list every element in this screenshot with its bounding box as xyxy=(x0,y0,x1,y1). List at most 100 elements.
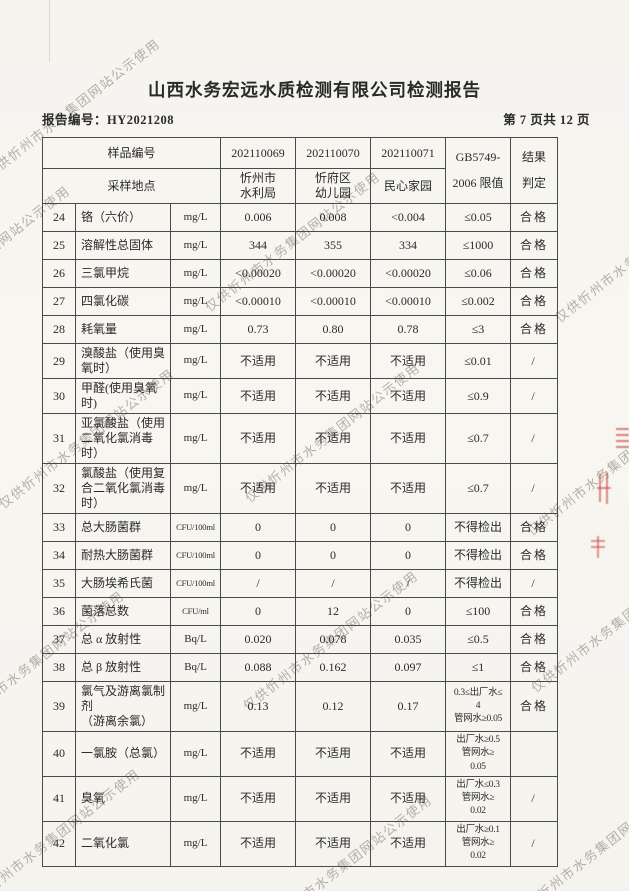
results-table-body: 24 铬（六价） mg/L 0.006 0.008 <0.004 ≤0.05 合… xyxy=(42,203,559,867)
sample2-value-cell: 355 xyxy=(295,231,372,260)
table-row: 29 溴酸盐（使用臭氧时） mg/L 不适用 不适用 不适用 ≤0.01 / xyxy=(42,343,559,379)
parameter-name-cell: 臭氧 xyxy=(75,775,171,822)
sample3-value-cell: 0.097 xyxy=(370,653,447,682)
row-number-cell: 24 xyxy=(42,203,76,232)
result-cell: 合格 xyxy=(510,653,559,682)
table-row: 41 臭氧 mg/L 不适用 不适用 不适用 出厂水≤0.3 管网水≥ 0.02… xyxy=(42,775,559,822)
unit-cell: mg/L xyxy=(169,378,222,414)
result-cell: / xyxy=(510,569,559,598)
limit-cell: ≤0.05 xyxy=(445,203,512,232)
table-row: 27 四氯化碳 mg/L <0.00010 <0.00010 <0.00010 … xyxy=(42,287,559,316)
sample2-value-cell: 0 xyxy=(295,541,372,570)
unit-cell: CFU/ml xyxy=(169,597,222,626)
sample3-value-cell: 不适用 xyxy=(370,731,447,777)
limit-cell: 0.3≤出厂水≤ 4 管网水≥0.05 xyxy=(445,681,512,732)
unit-cell: mg/L xyxy=(169,203,222,232)
limit-cell: ≤0.5 xyxy=(445,625,512,654)
row-number-cell: 35 xyxy=(42,569,76,598)
unit-cell: mg/L xyxy=(169,315,222,344)
parameter-name-cell: 亚氯酸盐（使用二氧化氯消毒时） xyxy=(75,413,171,464)
table-row: 28 耗氧量 mg/L 0.73 0.80 0.78 ≤3 合格 xyxy=(42,315,559,344)
result-cell: / xyxy=(510,413,559,464)
result-cell: / xyxy=(510,463,559,514)
page-indicator: 第 7 页共 12 页 xyxy=(503,113,590,127)
sample1-value-cell: 不适用 xyxy=(220,775,297,822)
unit-cell: CFU/100ml xyxy=(169,513,222,542)
parameter-name-cell: 四氯化碳 xyxy=(75,287,171,316)
table-row: 26 三氯甲烷 mg/L <0.00020 <0.00020 <0.00020 … xyxy=(42,259,559,288)
row-number-cell: 34 xyxy=(42,541,76,570)
row-number-cell: 26 xyxy=(42,259,76,288)
sample2-value-cell: / xyxy=(295,569,372,598)
sample1-value-cell: 0.73 xyxy=(220,315,297,344)
sample1-value-cell: 不适用 xyxy=(220,731,297,777)
results-table-header: 样品编号 202110069 202110070 202110071 GB574… xyxy=(41,137,559,204)
sample3-value-cell: 0.17 xyxy=(370,681,447,732)
result-cell: 合格 xyxy=(510,287,559,316)
row-number-cell: 33 xyxy=(42,513,76,542)
sample2-value-cell: 不适用 xyxy=(295,378,372,414)
result-cell: 合格 xyxy=(510,681,559,732)
sample3-value-cell: / xyxy=(370,569,447,598)
parameter-name-cell: 三氯甲烷 xyxy=(75,259,171,288)
sampling-site-3: 民心家园 xyxy=(370,168,447,204)
sample2-value-cell: 0.12 xyxy=(295,681,372,732)
sample3-value-cell: 0 xyxy=(370,541,447,570)
sample3-value-cell: 不适用 xyxy=(370,775,447,822)
row-number-cell: 40 xyxy=(42,731,76,777)
unit-cell: mg/L xyxy=(169,731,222,777)
row-number-cell: 36 xyxy=(42,597,76,626)
parameter-name-cell: 氯气及游离氯制剂 （游离余氯） xyxy=(75,681,171,732)
row-number-cell: 25 xyxy=(42,231,76,260)
result-cell: / xyxy=(510,775,559,822)
sample-id-label: 样品编号 xyxy=(41,137,222,169)
sample3-value-cell: 不适用 xyxy=(370,463,447,514)
sampling-site-2: 忻府区 幼儿园 xyxy=(295,168,372,204)
sample1-value-cell: 不适用 xyxy=(220,378,297,414)
sample2-value-cell: 不适用 xyxy=(295,413,372,464)
unit-cell: mg/L xyxy=(169,775,222,822)
report-meta: 报告编号：HY2021208 第 7 页共 12 页 xyxy=(42,109,590,128)
table-row: 39 氯气及游离氯制剂 （游离余氯） mg/L 0.13 0.12 0.17 0… xyxy=(42,681,559,732)
sample3-value-cell: 不适用 xyxy=(370,378,447,414)
limit-cell: ≤100 xyxy=(445,597,512,626)
limit-cell: 不得检出 xyxy=(445,541,512,570)
result-cell: 合格 xyxy=(510,513,559,542)
sample2-value-cell: 0.80 xyxy=(295,315,372,344)
result-cell: 合格 xyxy=(510,203,559,232)
limit-cell: ≤1 xyxy=(445,653,512,682)
sample1-value-cell: 344 xyxy=(220,231,297,260)
sample2-value-cell: 0.078 xyxy=(295,625,372,654)
row-number-cell: 42 xyxy=(42,820,76,867)
row-number-cell: 41 xyxy=(42,775,76,822)
parameter-name-cell: 耐热大肠菌群 xyxy=(75,541,171,570)
sample1-value-cell: 0.020 xyxy=(220,625,297,654)
parameter-name-cell: 菌落总数 xyxy=(75,597,171,626)
unit-cell: mg/L xyxy=(169,287,222,316)
sample3-value-cell: <0.00010 xyxy=(370,287,447,316)
parameter-name-cell: 耗氧量 xyxy=(75,315,171,344)
sample2-value-cell: <0.00010 xyxy=(295,287,372,316)
table-row: 24 铬（六价） mg/L 0.006 0.008 <0.004 ≤0.05 合… xyxy=(42,203,559,232)
sample2-value-cell: 不适用 xyxy=(295,463,372,514)
parameter-name-cell: 总 β 放射性 xyxy=(75,653,171,682)
row-number-cell: 38 xyxy=(42,653,76,682)
row-number-cell: 39 xyxy=(42,681,76,732)
limit-cell: ≤0.002 xyxy=(445,287,512,316)
sample2-value-cell: 不适用 xyxy=(295,343,372,379)
parameter-name-cell: 总 α 放射性 xyxy=(75,625,171,654)
sample3-value-cell: 不适用 xyxy=(370,343,447,379)
red-seal-fragment xyxy=(597,472,612,506)
result-cell: / xyxy=(510,343,559,379)
sample1-value-cell: 不适用 xyxy=(220,343,297,379)
sample3-value-cell: 334 xyxy=(370,231,447,260)
limit-cell: 出厂水≥0.5 管网水≥ 0.05 xyxy=(445,731,512,777)
unit-cell: CFU/100ml xyxy=(169,541,222,570)
row-number-cell: 29 xyxy=(42,343,76,379)
sample2-value-cell: 0.008 xyxy=(295,203,372,232)
unit-cell: Bq/L xyxy=(169,653,222,682)
limit-cell: 出厂水≤0.3 管网水≥ 0.02 xyxy=(445,775,512,822)
sample2-value-cell: <0.00020 xyxy=(295,259,372,288)
sampling-site-1: 忻州市 水利局 xyxy=(220,168,297,204)
sample1-value-cell: / xyxy=(220,569,297,598)
